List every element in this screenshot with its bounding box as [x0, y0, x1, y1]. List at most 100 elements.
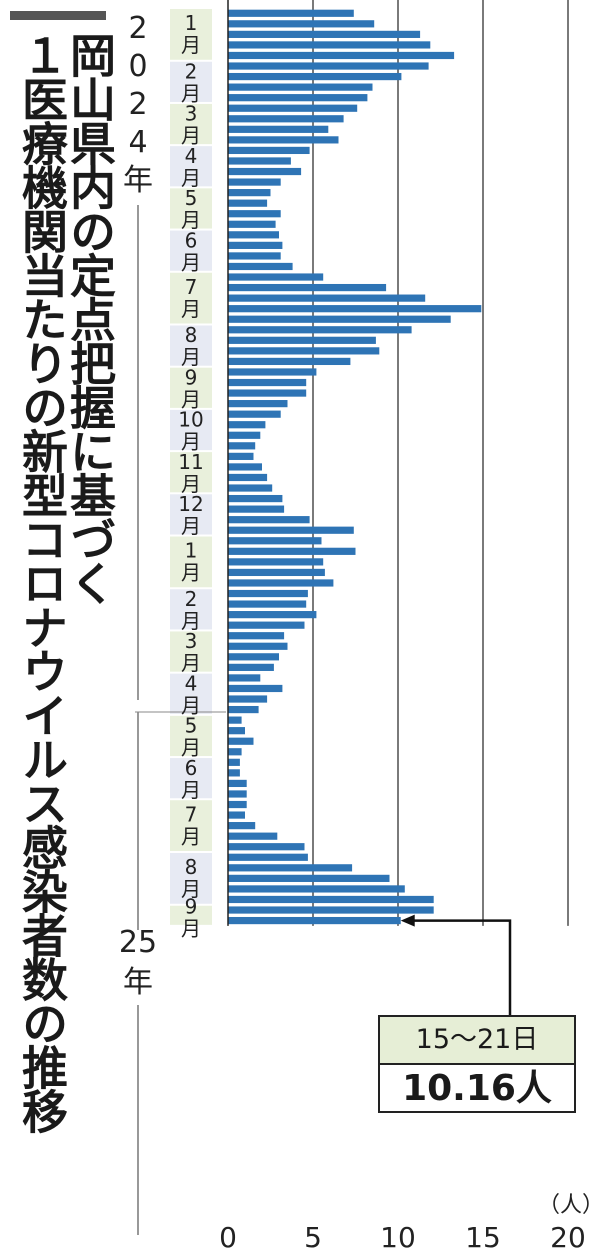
month-label: 月: [181, 208, 201, 232]
bar: [228, 790, 247, 798]
month-label: 月: [181, 124, 201, 148]
bar: [228, 611, 317, 619]
bar: [228, 526, 354, 534]
callout-period: 15〜21日: [380, 1017, 574, 1065]
bar: [228, 653, 279, 661]
month-number: 4: [185, 671, 198, 695]
month-number: 6: [185, 228, 198, 252]
bar: [228, 505, 285, 513]
bar: [228, 83, 373, 91]
year-label-char: 0: [128, 49, 147, 84]
month-number: 9: [185, 365, 198, 389]
month-label: 月: [181, 81, 201, 105]
month-band: [170, 494, 212, 535]
bar: [228, 178, 281, 186]
month-band: [170, 103, 212, 145]
year-label-char: 4: [128, 125, 147, 160]
month-number: 1: [185, 11, 198, 35]
bar: [228, 684, 283, 693]
month-band: [170, 853, 212, 904]
bar: [228, 252, 281, 260]
bar: [228, 368, 317, 376]
month-band: [170, 146, 212, 187]
month-number: 3: [185, 102, 198, 126]
year-label-char: 年: [123, 965, 153, 1000]
year-label-char: 25: [119, 925, 157, 960]
month-number: 11: [178, 450, 203, 474]
bar: [228, 547, 356, 555]
bar: [228, 705, 259, 714]
title-line-1: 岡山県内の定点把握に基づく: [63, 32, 117, 604]
bar: [228, 51, 455, 60]
callout-arrowhead: [400, 914, 415, 927]
month-number: 2: [185, 587, 198, 611]
bar: [228, 220, 276, 228]
month-number: 4: [185, 144, 198, 168]
x-tick-label: 20: [550, 1221, 586, 1254]
month-number: 7: [185, 275, 198, 299]
month-band: [170, 905, 212, 925]
bar: [228, 315, 451, 323]
bar: [228, 843, 305, 851]
month-number: 1: [185, 539, 198, 563]
chart-title: 岡山県内の定点把握に基づく １医療機関当たりの新型コロナウイルス感染者数の推移: [15, 32, 117, 1212]
month-label: 月: [181, 609, 201, 633]
bar: [228, 727, 245, 735]
bar: [228, 494, 283, 503]
bar: [228, 305, 482, 313]
bar: [228, 811, 245, 819]
month-band: [170, 800, 212, 851]
month-number: 9: [185, 895, 198, 919]
month-number: 10: [178, 408, 203, 432]
bar: [228, 558, 324, 566]
month-band: [170, 230, 212, 271]
month-band: [170, 61, 212, 102]
bar: [228, 674, 261, 682]
bar: [228, 568, 325, 577]
month-label: 月: [181, 736, 201, 760]
bar: [228, 716, 242, 724]
month-band: [170, 9, 212, 60]
bar: [228, 115, 344, 123]
month-band: [170, 673, 212, 714]
bar: [228, 62, 429, 70]
bar: [228, 885, 405, 893]
month-number: 2: [185, 59, 198, 83]
bar: [228, 916, 401, 925]
month-label: 月: [181, 824, 201, 848]
bar: [228, 283, 387, 292]
bar: [228, 589, 308, 598]
bar: [228, 431, 261, 439]
month-label: 月: [181, 514, 201, 538]
bar: [228, 30, 421, 38]
month-band: [170, 367, 212, 408]
x-tick-label: 15: [465, 1221, 501, 1254]
bar: [228, 748, 242, 756]
bar: [228, 241, 283, 249]
month-label: 月: [181, 472, 201, 496]
month-label: 月: [181, 430, 201, 454]
title-marker-bar: [10, 11, 106, 20]
bar: [228, 104, 358, 112]
bar: [228, 452, 254, 460]
month-label: 月: [181, 250, 201, 274]
bar: [228, 484, 273, 492]
month-label: 月: [181, 33, 201, 57]
bar: [228, 642, 288, 650]
bar: [228, 621, 305, 629]
month-band: [170, 758, 212, 799]
bar: [228, 832, 278, 840]
bar: [228, 779, 247, 788]
month-band: [170, 452, 212, 493]
bar: [228, 537, 322, 545]
bar: [228, 210, 281, 218]
month-number: 12: [178, 492, 203, 516]
month-label: 月: [181, 877, 201, 901]
bar: [228, 737, 254, 745]
month-number: 7: [185, 802, 198, 826]
bar: [228, 125, 329, 133]
month-band: [170, 715, 212, 757]
bar: [228, 410, 281, 418]
bar: [228, 758, 240, 766]
